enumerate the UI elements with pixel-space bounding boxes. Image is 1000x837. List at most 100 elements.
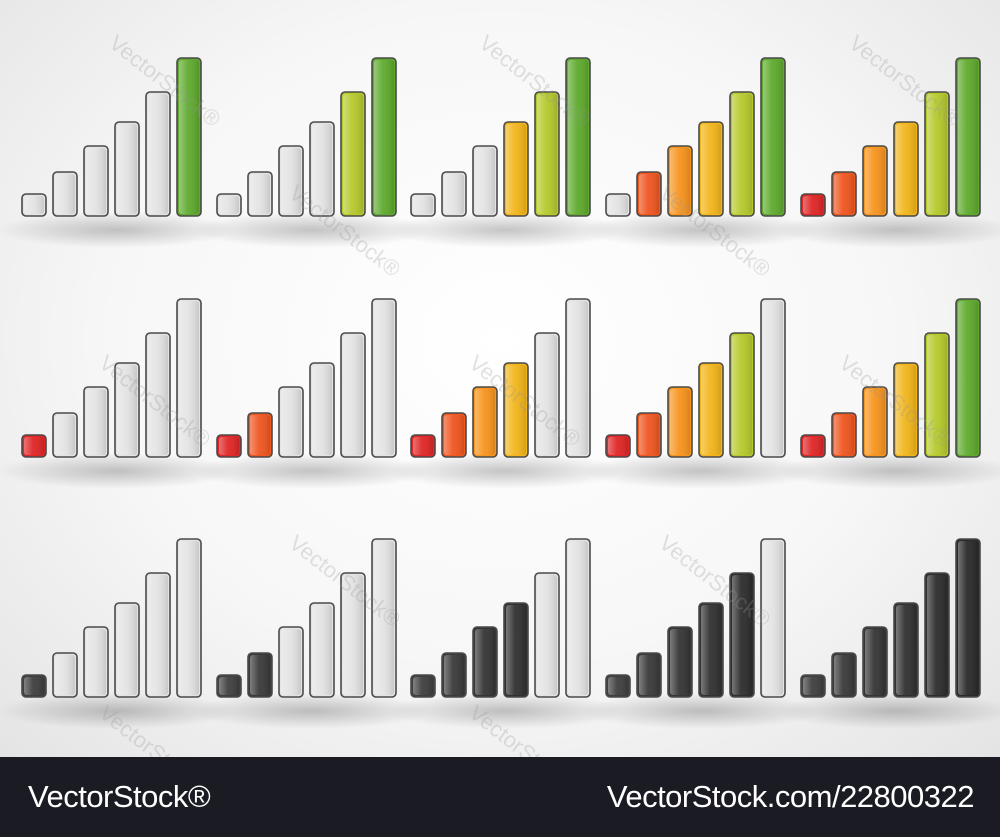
signal-bar-gloss	[958, 60, 978, 214]
signal-indicator	[581, 57, 821, 248]
signal-bar-gloss	[608, 196, 628, 214]
signal-indicator	[0, 298, 237, 489]
indicator-shadow	[581, 693, 821, 729]
signal-bar-gloss	[86, 148, 106, 214]
signal-bar-gloss	[374, 301, 394, 455]
signal-bar-gloss	[506, 124, 526, 214]
signal-bar-gloss	[24, 437, 44, 455]
signal-indicator	[776, 538, 1000, 729]
signal-bar-gloss	[117, 605, 137, 695]
signal-bar-gloss	[537, 94, 557, 214]
signal-bar-gloss	[374, 60, 394, 214]
artwork-canvas: VectorStock® VectorStock® VectorStock® Vect…	[0, 0, 1000, 757]
signal-indicator	[192, 57, 432, 248]
signal-bar-gloss	[568, 60, 588, 214]
signal-bar-gloss	[896, 365, 916, 455]
indicator-shadow	[386, 693, 626, 729]
signal-bar-gloss	[444, 415, 464, 455]
signal-bar-gloss	[865, 389, 885, 455]
signal-bar-gloss	[834, 415, 854, 455]
signal-bar-gloss	[219, 196, 239, 214]
signal-indicator	[776, 57, 1000, 248]
signal-bar-gloss	[250, 174, 270, 214]
indicator-shadow	[0, 453, 237, 489]
signal-bar-gloss	[312, 124, 332, 214]
indicator-shadow	[0, 212, 237, 248]
signal-bar-gloss	[413, 677, 433, 695]
signal-bar-gloss	[475, 389, 495, 455]
signal-bar-gloss	[865, 629, 885, 695]
signal-bar-gloss	[834, 174, 854, 214]
signal-indicator	[386, 538, 626, 729]
signal-bar-gloss	[219, 677, 239, 695]
signal-bar-gloss	[670, 389, 690, 455]
signal-bar-gloss	[763, 301, 783, 455]
signal-bar-gloss	[896, 605, 916, 695]
signal-bar-gloss	[281, 389, 301, 455]
signal-bar-gloss	[701, 365, 721, 455]
indicator-shadow	[581, 212, 821, 248]
signal-bar-gloss	[24, 677, 44, 695]
signal-indicator	[386, 57, 626, 248]
indicator-shadow	[776, 453, 1000, 489]
signal-bar-gloss	[896, 124, 916, 214]
signal-bar-gloss	[803, 437, 823, 455]
signal-bar-gloss	[639, 415, 659, 455]
signal-bar-gloss	[927, 94, 947, 214]
signal-bar-gloss	[639, 174, 659, 214]
signal-bar-gloss	[537, 335, 557, 455]
signal-bar-gloss	[927, 335, 947, 455]
signal-bar-gloss	[374, 541, 394, 695]
signal-bar-gloss	[701, 605, 721, 695]
signal-bar-gloss	[763, 541, 783, 695]
signal-indicator	[386, 298, 626, 489]
signal-bar-gloss	[281, 629, 301, 695]
signal-bar-gloss	[148, 94, 168, 214]
signal-bar-gloss	[608, 677, 628, 695]
signal-bar-gloss	[24, 196, 44, 214]
indicator-shadow	[192, 693, 432, 729]
footer-bar: VectorStock® VectorStock.com/22800322	[0, 757, 1000, 837]
signal-bar-gloss	[537, 575, 557, 695]
signal-bar-gloss	[343, 575, 363, 695]
signal-indicator	[776, 298, 1000, 489]
signal-bar-gloss	[568, 541, 588, 695]
signal-bar-gloss	[55, 655, 75, 695]
indicator-shadow	[192, 212, 432, 248]
signal-bar-gloss	[803, 196, 823, 214]
signal-bar-gloss	[639, 655, 659, 695]
signal-bar-gloss	[219, 437, 239, 455]
signal-bar-gloss	[117, 365, 137, 455]
signal-bar-gloss	[834, 655, 854, 695]
signal-bar-gloss	[413, 437, 433, 455]
indicator-shadow	[776, 693, 1000, 729]
signal-bar-gloss	[312, 605, 332, 695]
signal-indicator	[0, 57, 237, 248]
signal-bar-gloss	[475, 148, 495, 214]
signal-bar-gloss	[506, 605, 526, 695]
signal-bar-gloss	[927, 575, 947, 695]
signal-bar-gloss	[55, 415, 75, 455]
signal-indicator	[581, 298, 821, 489]
signal-bar-gloss	[86, 629, 106, 695]
signal-bar-gloss	[117, 124, 137, 214]
signal-bar-gloss	[803, 677, 823, 695]
signal-bar-gloss	[343, 335, 363, 455]
indicator-shadow	[0, 693, 237, 729]
signal-bar-gloss	[55, 174, 75, 214]
indicator-shadow	[386, 453, 626, 489]
signal-bar-gloss	[413, 196, 433, 214]
signal-bar-gloss	[179, 541, 199, 695]
signal-bar-gloss	[958, 541, 978, 695]
signal-bar-gloss	[568, 301, 588, 455]
signal-bar-gloss	[701, 124, 721, 214]
signal-bar-gloss	[444, 174, 464, 214]
signal-bar-gloss	[250, 655, 270, 695]
stock-id-label: VectorStock.com/22800322	[606, 779, 975, 814]
signal-indicator	[192, 298, 432, 489]
signal-bar-gloss	[670, 148, 690, 214]
signal-indicator	[581, 538, 821, 729]
signal-indicator	[192, 538, 432, 729]
signal-bar-gloss	[732, 575, 752, 695]
signal-bar-gloss	[958, 301, 978, 455]
